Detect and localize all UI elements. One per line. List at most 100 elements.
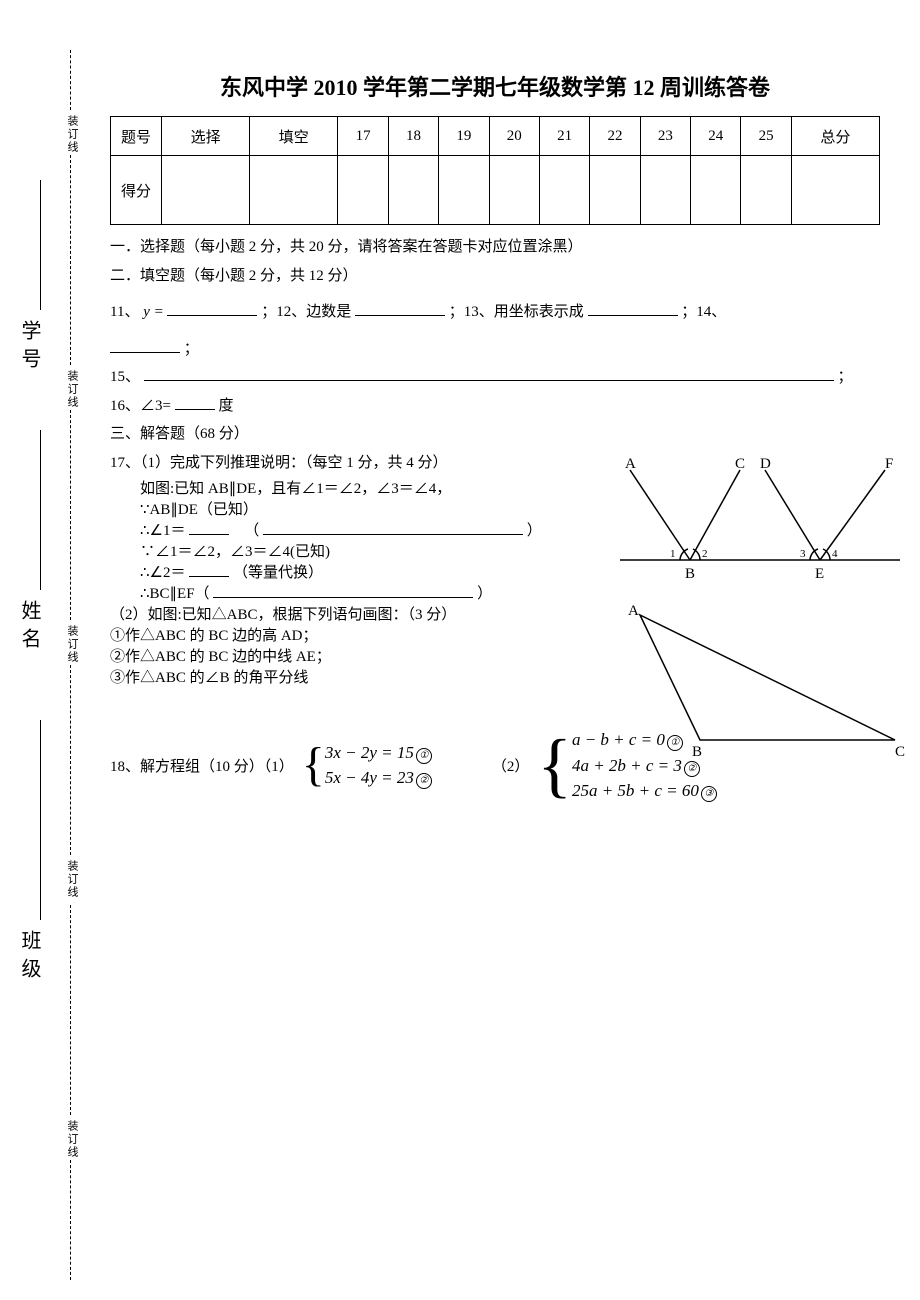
- header-cell: 21: [539, 117, 589, 156]
- label-A: A: [625, 456, 636, 472]
- blank: [588, 301, 678, 316]
- score-cell: [388, 156, 438, 225]
- score-cell: [539, 156, 589, 225]
- binding-text: 装订线: [64, 370, 80, 409]
- diagram-triangle: A B C: [610, 600, 910, 760]
- label-C: C: [895, 744, 905, 760]
- binding-dash: [70, 665, 71, 855]
- system-1: { 3x − 2y = 15① 5x − 4y = 23②: [302, 740, 432, 791]
- text: 16、∠3=: [110, 398, 175, 414]
- q18-label2: （2）: [492, 755, 530, 776]
- fill-line-3: 15、 ；: [110, 363, 880, 392]
- label-name: 姓名: [15, 600, 44, 656]
- score-cell: [489, 156, 539, 225]
- text: ∴∠2＝: [140, 565, 186, 581]
- table-row: 得分: [111, 156, 880, 225]
- blank: [175, 395, 215, 410]
- eq: 5x − 4y = 23: [325, 768, 414, 787]
- page-title: 东风中学 2010 学年第二学期七年级数学第 12 周训练答卷: [110, 70, 880, 102]
- binding-text: 装订线: [64, 1120, 80, 1159]
- angle-1: 1: [670, 548, 676, 560]
- blank-student-id: [40, 180, 41, 310]
- score-cell: [791, 156, 879, 225]
- text: ）: [527, 523, 542, 539]
- blank: [167, 301, 257, 316]
- angle-4: 4: [832, 548, 838, 560]
- eq: 25a + 5b + c = 60: [572, 781, 699, 800]
- binding-dash: [70, 155, 71, 365]
- label-student-id: 学号: [15, 320, 44, 376]
- header-cell: 17: [338, 117, 388, 156]
- text: ；: [838, 369, 853, 385]
- label-A: A: [628, 603, 639, 619]
- circ: ③: [701, 786, 717, 802]
- header-cell: 填空: [250, 117, 338, 156]
- circ: ②: [416, 773, 432, 789]
- diagram-parallel-lines: A C D F B E 1 2 3 4: [610, 450, 910, 590]
- binding-text: 装订线: [64, 625, 80, 664]
- circ: ①: [416, 748, 432, 764]
- score-cell: [741, 156, 791, 225]
- header-cell: 23: [640, 117, 690, 156]
- circ: ②: [684, 761, 700, 777]
- header-cell: 选择: [162, 117, 250, 156]
- header-cell: 22: [590, 117, 640, 156]
- text: 15、: [110, 369, 140, 385]
- binding-margin: 装订线 装订线 装订线 装订线 装订线 学号 姓名 班级: [0, 0, 100, 1300]
- header-cell: 18: [388, 117, 438, 156]
- text: y =: [143, 304, 164, 320]
- blank: [189, 562, 229, 577]
- binding-dash: [70, 905, 71, 1115]
- score-table: 题号 选择 填空 17 18 19 20 21 22 23 24 25 总分 得…: [110, 116, 880, 225]
- text: 度: [218, 398, 233, 414]
- text: ；12、边数是: [261, 304, 351, 320]
- left-brace-icon: {: [537, 729, 572, 801]
- binding-dash: [70, 1160, 71, 1280]
- blank: [110, 338, 180, 353]
- label-E: E: [815, 566, 824, 582]
- text: ；: [184, 341, 199, 357]
- blank: [144, 366, 834, 381]
- score-cell: [439, 156, 489, 225]
- label-C: C: [735, 456, 745, 472]
- fill-line-1: 11、 y = ；12、边数是 ；13、用坐标表示成 ；14、: [110, 298, 880, 327]
- label-B: B: [692, 744, 702, 760]
- label-F: F: [885, 456, 893, 472]
- eq: 3x − 2y = 15: [325, 743, 414, 762]
- text: （等量代换）: [233, 565, 323, 581]
- row-label: 得分: [111, 156, 162, 225]
- label-B: B: [685, 566, 695, 582]
- score-cell: [590, 156, 640, 225]
- text: 11、: [110, 304, 139, 320]
- blank-class: [40, 720, 41, 920]
- header-cell: 20: [489, 117, 539, 156]
- text: ∴BC∥EF（: [140, 586, 210, 602]
- table-row: 题号 选择 填空 17 18 19 20 21 22 23 24 25 总分: [111, 117, 880, 156]
- q18-label: 18、解方程组（10 分）（1）: [110, 755, 294, 776]
- label-class: 班级: [15, 930, 44, 986]
- text: ；13、用坐标表示成: [449, 304, 584, 320]
- section-3: 三、解答题（68 分）: [110, 420, 880, 449]
- header-cell: 总分: [791, 117, 879, 156]
- fill-line-2: ；: [110, 335, 880, 364]
- blank: [355, 301, 445, 316]
- angle-3: 3: [800, 548, 806, 560]
- text: ）: [477, 586, 492, 602]
- angle-2: 2: [702, 548, 708, 560]
- header-cell: 24: [691, 117, 741, 156]
- text: （: [244, 523, 259, 539]
- binding-text: 装订线: [64, 860, 80, 899]
- binding-text: 装订线: [64, 115, 80, 154]
- binding-dash: [70, 410, 71, 620]
- left-brace-icon: {: [302, 741, 325, 789]
- score-cell: [338, 156, 388, 225]
- section-2: 二．填空题（每小题 2 分，共 12 分）: [110, 262, 880, 291]
- score-cell: [691, 156, 741, 225]
- blank: [263, 520, 523, 535]
- label-D: D: [760, 456, 771, 472]
- text: ；14、: [681, 304, 726, 320]
- blank: [213, 583, 473, 598]
- header-cell: 25: [741, 117, 791, 156]
- header-cell: 19: [439, 117, 489, 156]
- blank-name: [40, 430, 41, 590]
